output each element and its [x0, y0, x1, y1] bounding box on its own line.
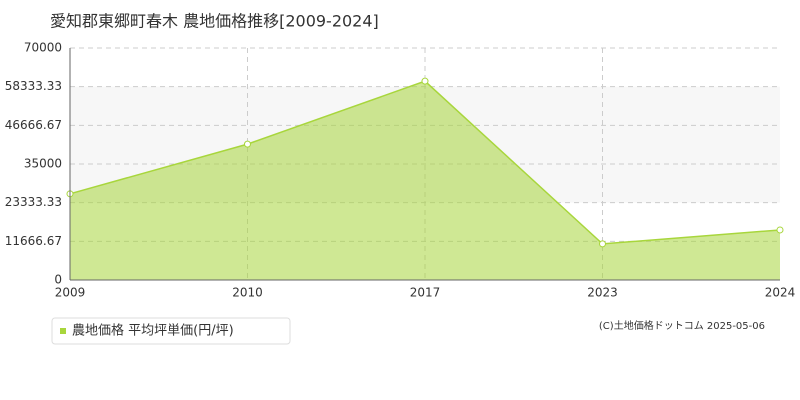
y-tick-label: 35000: [24, 157, 62, 171]
y-tick-label: 46666.67: [5, 118, 62, 132]
legend-box: [51, 317, 291, 345]
legend-swatch: [60, 328, 66, 334]
x-tick-label: 2017: [410, 286, 441, 300]
x-tick-label: 2023: [587, 286, 618, 300]
y-tick-label: 11666.67: [5, 234, 62, 248]
y-tick-label: 58333.33: [5, 79, 62, 93]
y-tick-label: 0: [54, 273, 62, 287]
legend: 農地価格 平均坪単価(円/坪): [51, 317, 291, 345]
legend-label: 農地価格 平均坪単価(円/坪): [72, 323, 234, 339]
point: [776, 226, 784, 234]
point: [244, 140, 251, 148]
x-tick-label: 2009: [55, 286, 86, 300]
point: [421, 77, 429, 85]
y-tick-label: 70000: [24, 41, 62, 55]
chart-title: 愛知郡東郷町春木 農地価格推移[2009-2024]: [50, 12, 379, 31]
point: [599, 240, 606, 248]
x-tick-label: 2010: [232, 286, 263, 300]
x-tick-label: 2024: [765, 286, 796, 300]
y-tick-label: 23333.33: [5, 195, 62, 209]
area: [70, 81, 780, 281]
copyright: (C)土地価格ドットコム 2025-05-06: [599, 319, 765, 332]
